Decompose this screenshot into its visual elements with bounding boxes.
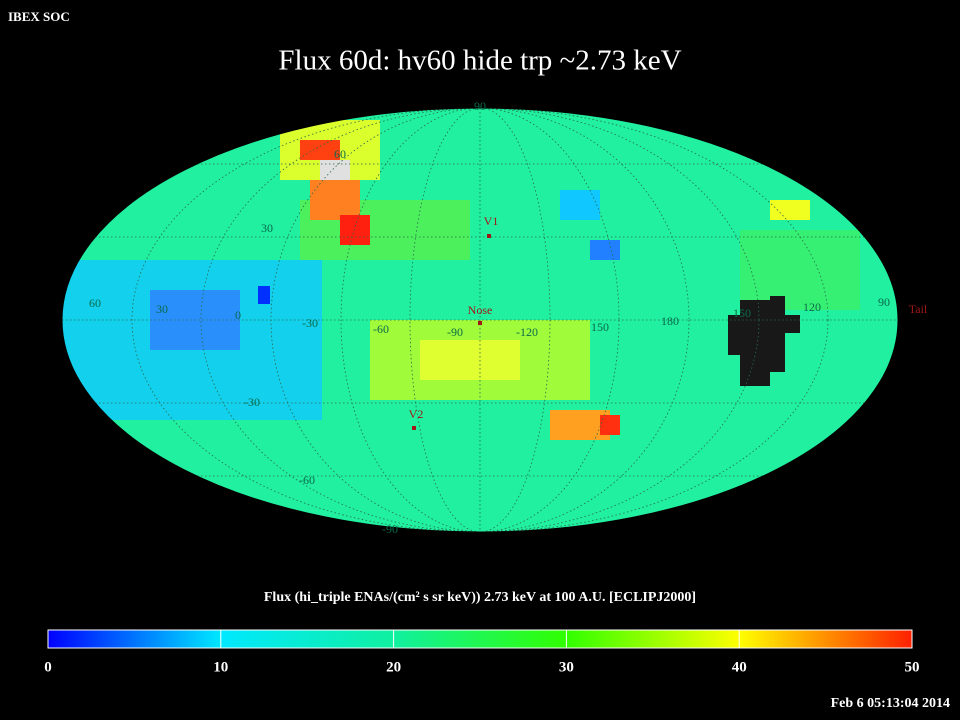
lon-label: 150 <box>733 306 751 320</box>
latitude-labels: 90 60 30 -30 -60 -90 <box>244 99 486 536</box>
lat-label: 60 <box>334 147 346 161</box>
lon-label: 120 <box>803 300 821 314</box>
lat-label: -60 <box>299 473 315 487</box>
lon-label: 180 <box>661 314 679 328</box>
colorbar-tick-label: 50 <box>905 659 920 675</box>
colorbar-ticks: 0 10 20 30 40 50 <box>44 630 920 675</box>
marker-dot <box>487 234 491 238</box>
lon-label: 0 <box>235 308 241 322</box>
marker-dot <box>412 426 416 430</box>
marker-label: Nose <box>468 303 493 317</box>
title: Flux 60d: hv60 hide trp ~2.73 keV <box>278 45 681 77</box>
colorbar-tick-label: 40 <box>732 659 747 675</box>
lon-label: 90 <box>878 295 890 309</box>
lon-label: -60 <box>373 322 389 336</box>
lon-label: -120 <box>516 325 538 339</box>
colorbar-tick-label: 30 <box>559 659 574 675</box>
marker-label: V1 <box>484 214 499 228</box>
lon-label: -90 <box>447 325 463 339</box>
lat-label: -30 <box>244 395 260 409</box>
colorbar-tick-label: 0 <box>44 659 52 675</box>
marker-label: V2 <box>409 407 424 421</box>
colorbar-label: Flux (hi_triple ENAs/(cm² s sr keV)) 2.7… <box>264 590 696 605</box>
lon-label: 30 <box>156 302 168 316</box>
marker-label: Tail <box>909 302 928 316</box>
graticule <box>61 107 899 533</box>
colorbar <box>47 629 913 649</box>
timestamp: Feb 6 05:13:04 2014 <box>831 696 950 711</box>
lat-label: 90 <box>474 99 486 113</box>
lat-label: 30 <box>261 221 273 235</box>
markers: V1 Nose V2 Tail <box>409 214 928 430</box>
lon-label: 150 <box>591 320 609 334</box>
lon-label: 60 <box>89 296 101 310</box>
lat-label: -90 <box>382 522 398 536</box>
corner-label: IBEX SOC <box>8 9 70 24</box>
marker-dot <box>478 321 482 325</box>
lon-label: -30 <box>302 316 318 330</box>
colorbar-tick-label: 10 <box>213 659 228 675</box>
longitude-labels: 60 30 0 -30 -60 -90 -120 150 180 150 120… <box>89 295 890 339</box>
colorbar-tick-label: 20 <box>386 659 401 675</box>
